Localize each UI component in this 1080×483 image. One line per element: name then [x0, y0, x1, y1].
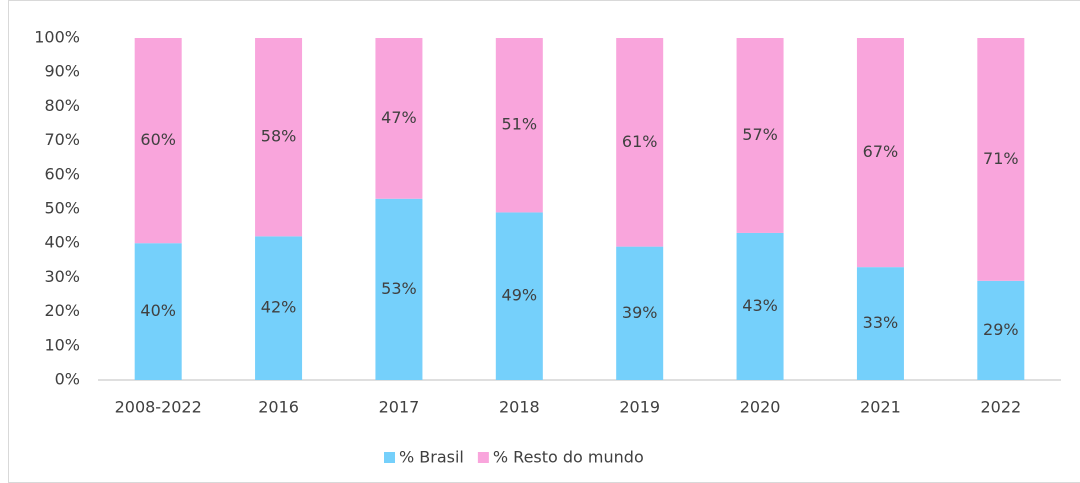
- y-tick-label: 20%: [44, 301, 80, 320]
- y-tick-label: 50%: [44, 199, 80, 218]
- y-tick-label: 40%: [44, 233, 80, 252]
- bar-segment: [616, 38, 664, 247]
- data-label: 67%: [863, 142, 899, 161]
- y-tick-label: 70%: [44, 130, 80, 149]
- x-tick-label: 2019: [619, 398, 660, 417]
- x-tick-label: 2008-2022: [115, 398, 202, 417]
- data-label: 29%: [983, 320, 1019, 339]
- bar-segment: [134, 243, 182, 380]
- data-label: 40%: [140, 301, 176, 320]
- bar-segment: [495, 38, 543, 213]
- data-label: 49%: [502, 286, 538, 305]
- bar-segment: [736, 38, 784, 233]
- bar-segment: [977, 280, 1025, 380]
- bar-segment: [255, 236, 303, 380]
- legend-swatch: [384, 452, 395, 463]
- bar-segment: [736, 232, 784, 380]
- bar-segment: [375, 38, 423, 199]
- y-tick-label: 100%: [34, 28, 80, 47]
- y-tick-label: 90%: [44, 62, 80, 81]
- data-label: 47%: [381, 108, 417, 127]
- data-label: 71%: [983, 149, 1019, 168]
- legend-swatch: [477, 452, 489, 463]
- bar-segment: [134, 38, 182, 244]
- legend-label: % Brasil: [399, 448, 464, 467]
- data-label: 39%: [622, 303, 658, 322]
- y-tick-label: 10%: [44, 335, 80, 354]
- y-tick-label: 0%: [55, 370, 80, 389]
- x-tick-label: 2021: [860, 398, 901, 417]
- bar-segment: [977, 38, 1025, 281]
- bar-segment: [856, 267, 904, 380]
- data-label: 57%: [742, 125, 778, 144]
- y-tick-label: 80%: [44, 96, 80, 115]
- y-tick-label: 60%: [44, 164, 80, 183]
- x-tick-label: 2020: [740, 398, 781, 417]
- data-label: 61%: [622, 132, 658, 151]
- data-label: 53%: [381, 279, 417, 298]
- data-label: 58%: [261, 127, 297, 146]
- bar-segment: [856, 38, 904, 268]
- bar-segment: [616, 246, 664, 380]
- data-label: 60%: [140, 130, 176, 149]
- legend-label: % Resto do mundo: [493, 448, 644, 467]
- x-tick-label: 2022: [980, 398, 1021, 417]
- bar-segment: [375, 198, 423, 380]
- data-label: 42%: [261, 298, 297, 317]
- x-tick-label: 2016: [258, 398, 299, 417]
- bar-segment: [495, 212, 543, 380]
- data-label: 43%: [742, 296, 778, 315]
- bar-segment: [255, 38, 303, 237]
- x-tick-label: 2017: [379, 398, 420, 417]
- y-tick-label: 30%: [44, 267, 80, 286]
- x-tick-label: 2018: [499, 398, 540, 417]
- data-label: 33%: [863, 313, 899, 332]
- data-label: 51%: [502, 115, 538, 134]
